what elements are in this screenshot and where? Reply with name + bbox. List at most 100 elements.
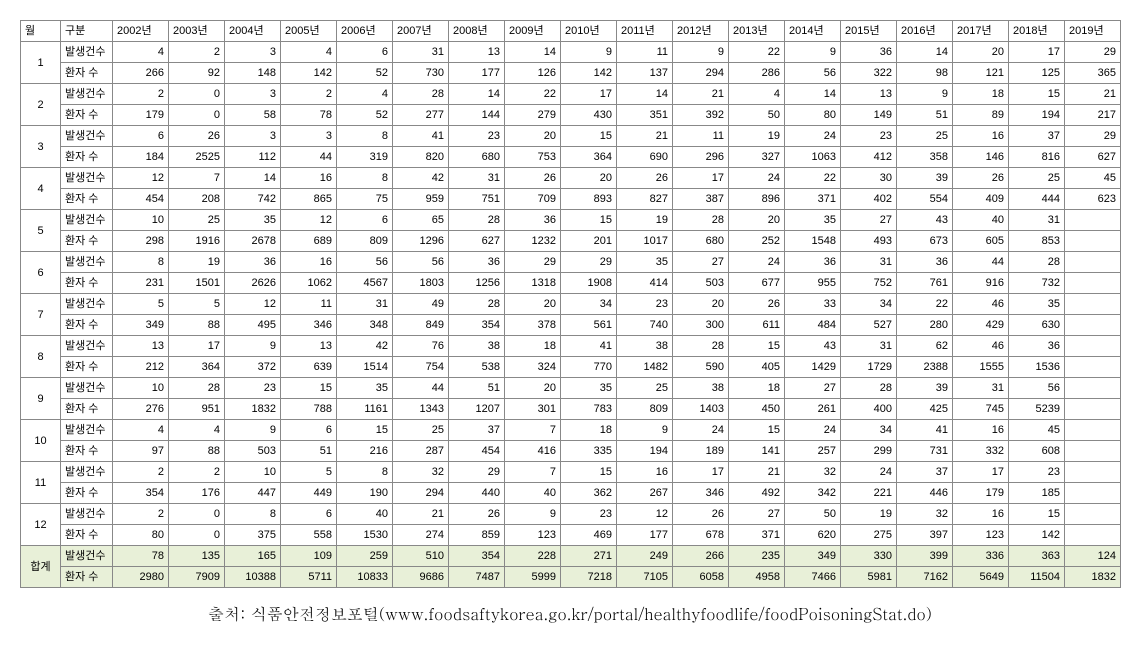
value-cell: 276 [113, 399, 169, 420]
value-cell: 5 [113, 294, 169, 315]
value-cell: 9 [225, 336, 281, 357]
value-cell: 400 [841, 399, 897, 420]
value-cell: 1916 [169, 231, 225, 252]
value-cell: 527 [841, 315, 897, 336]
value-cell: 7 [505, 420, 561, 441]
value-cell: 677 [729, 273, 785, 294]
value-cell: 1207 [449, 399, 505, 420]
total-row: 합계발생건수7813516510925951035422827124926623… [21, 546, 1121, 567]
value-cell: 17 [673, 168, 729, 189]
value-cell: 510 [393, 546, 449, 567]
value-cell: 620 [785, 525, 841, 546]
value-cell: 19 [841, 504, 897, 525]
value-cell: 123 [953, 525, 1009, 546]
value-cell: 17 [1009, 42, 1065, 63]
value-cell: 28 [841, 378, 897, 399]
value-cell: 146 [953, 147, 1009, 168]
value-cell: 97 [113, 441, 169, 462]
value-cell: 51 [449, 378, 505, 399]
value-cell: 40 [953, 210, 1009, 231]
value-cell: 783 [561, 399, 617, 420]
value-cell: 112 [225, 147, 281, 168]
value-cell: 1017 [617, 231, 673, 252]
value-cell: 46 [953, 294, 1009, 315]
table-body: 1발생건수4234631131491192293614201729환자 수266… [21, 42, 1121, 588]
value-cell: 1729 [841, 357, 897, 378]
value-cell: 0 [169, 504, 225, 525]
value-cell: 41 [897, 420, 953, 441]
value-cell: 20 [561, 168, 617, 189]
food-poisoning-stats-table: 월구분2002년2003년2004년2005년2006년2007년2008년20… [20, 20, 1121, 588]
value-cell: 44 [953, 252, 1009, 273]
value-cell: 429 [953, 315, 1009, 336]
value-cell: 26 [505, 168, 561, 189]
value-cell: 14 [617, 84, 673, 105]
value-cell: 88 [169, 441, 225, 462]
value-cell: 36 [449, 252, 505, 273]
value-cell: 121 [953, 63, 1009, 84]
value-cell: 22 [729, 42, 785, 63]
col-header-year: 2006년 [337, 21, 393, 42]
value-cell [1065, 441, 1121, 462]
value-cell: 1063 [785, 147, 841, 168]
value-cell: 853 [1009, 231, 1065, 252]
value-cell: 21 [729, 462, 785, 483]
value-cell: 34 [561, 294, 617, 315]
category-cell-patients: 환자 수 [61, 525, 113, 546]
value-cell: 259 [337, 546, 393, 567]
value-cell: 387 [673, 189, 729, 210]
value-cell: 36 [1009, 336, 1065, 357]
category-cell-patients: 환자 수 [61, 147, 113, 168]
value-cell: 761 [897, 273, 953, 294]
value-cell: 21 [617, 126, 673, 147]
value-cell: 21 [393, 504, 449, 525]
value-cell: 2 [281, 84, 337, 105]
value-cell: 31 [953, 378, 1009, 399]
value-cell: 364 [561, 147, 617, 168]
value-cell: 65 [393, 210, 449, 231]
value-cell: 372 [225, 357, 281, 378]
value-cell: 189 [673, 441, 729, 462]
value-cell: 430 [561, 105, 617, 126]
value-cell: 893 [561, 189, 617, 210]
value-cell: 605 [953, 231, 1009, 252]
value-cell: 249 [617, 546, 673, 567]
value-cell: 267 [617, 483, 673, 504]
col-header-month: 월 [21, 21, 61, 42]
table-row: 환자 수454208742865759597517098938273878963… [21, 189, 1121, 210]
value-cell: 364 [169, 357, 225, 378]
value-cell: 754 [393, 357, 449, 378]
value-cell: 13 [281, 336, 337, 357]
value-cell: 492 [729, 483, 785, 504]
value-cell: 23 [617, 294, 673, 315]
value-cell: 125 [1009, 63, 1065, 84]
value-cell: 362 [561, 483, 617, 504]
value-cell: 294 [673, 63, 729, 84]
value-cell: 4 [729, 84, 785, 105]
value-cell: 88 [169, 315, 225, 336]
value-cell: 89 [953, 105, 1009, 126]
value-cell: 142 [1009, 525, 1065, 546]
value-cell: 1832 [225, 399, 281, 420]
value-cell: 294 [393, 483, 449, 504]
value-cell: 24 [729, 168, 785, 189]
value-cell: 5999 [505, 567, 561, 588]
value-cell: 14 [897, 42, 953, 63]
value-cell: 34 [841, 420, 897, 441]
value-cell: 301 [505, 399, 561, 420]
value-cell: 149 [841, 105, 897, 126]
value-cell: 177 [449, 63, 505, 84]
value-cell: 279 [505, 105, 561, 126]
value-cell: 98 [897, 63, 953, 84]
value-cell: 4 [169, 420, 225, 441]
table-row: 9발생건수1028231535445120352538182728393156 [21, 378, 1121, 399]
value-cell: 56 [337, 252, 393, 273]
value-cell: 5981 [841, 567, 897, 588]
value-cell: 1429 [785, 357, 841, 378]
month-cell: 5 [21, 210, 61, 252]
value-cell: 327 [729, 147, 785, 168]
value-cell: 18 [561, 420, 617, 441]
table-row: 환자 수231150126261062456718031256131819084… [21, 273, 1121, 294]
category-cell-patients: 환자 수 [61, 315, 113, 336]
value-cell: 28 [673, 336, 729, 357]
